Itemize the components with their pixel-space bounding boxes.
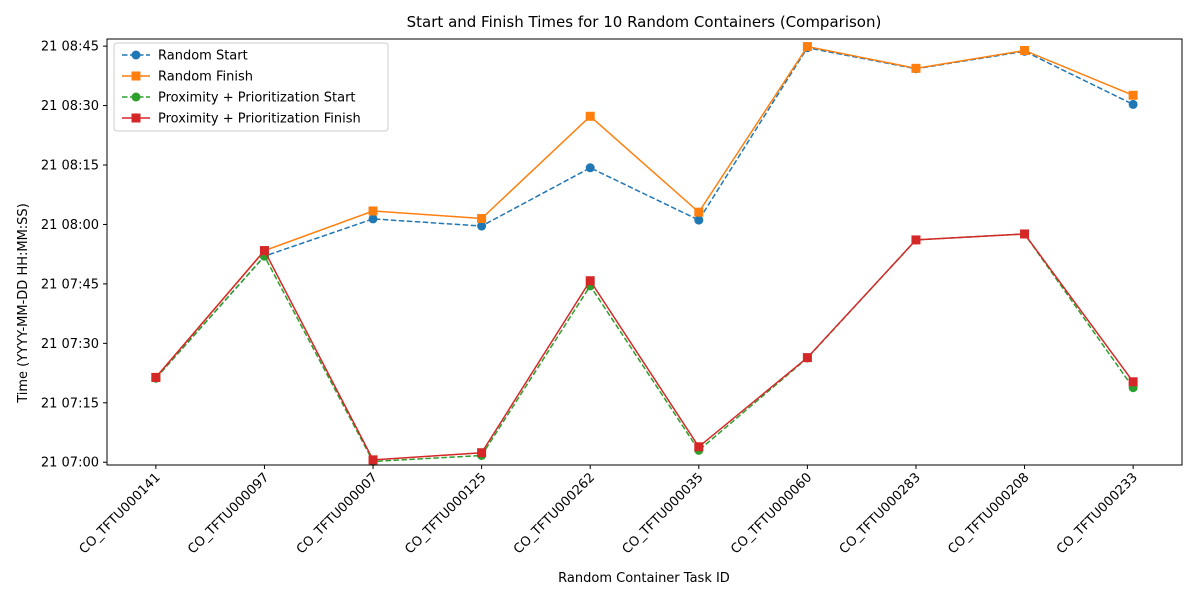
series-line bbox=[155, 45, 1134, 378]
data-point bbox=[1020, 229, 1030, 239]
data-point bbox=[911, 235, 921, 245]
data-point bbox=[802, 353, 812, 363]
series-proximity-prioritization-start bbox=[151, 229, 1138, 466]
y-axis-title: Time (YYYY-MM-DD HH:MM:SS) bbox=[16, 203, 31, 404]
series-line bbox=[155, 233, 1134, 463]
data-point bbox=[368, 214, 378, 224]
x-tick-label: CO_TFTU000035 bbox=[620, 470, 707, 557]
y-tick-label: 21 08:00 bbox=[41, 218, 99, 233]
plot-frame bbox=[106, 38, 1183, 466]
x-axis-ticks: CO_TFTU000141 CO_TFTU000097 CO_TFTU000007 C… bbox=[77, 465, 1141, 557]
plot-area bbox=[151, 42, 1138, 466]
legend-label: Proximity + Prioritization Finish bbox=[158, 112, 361, 127]
series-line bbox=[155, 233, 1134, 461]
data-point bbox=[151, 372, 161, 382]
data-point bbox=[1128, 377, 1138, 387]
data-point bbox=[477, 448, 487, 458]
data-point bbox=[911, 63, 921, 73]
series-proximity-prioritization-finish bbox=[151, 229, 1138, 465]
legend-marker bbox=[131, 92, 141, 102]
legend-marker bbox=[131, 50, 141, 60]
x-tick-label: CO_TFTU000262 bbox=[511, 470, 598, 557]
x-tick-label: CO_TFTU000208 bbox=[945, 470, 1032, 557]
y-tick-label: 21 07:00 bbox=[41, 456, 99, 471]
data-point bbox=[694, 215, 704, 225]
legend: Random Start Random Finish Proximity + Pri… bbox=[113, 42, 389, 132]
y-tick-label: 21 08:30 bbox=[41, 99, 99, 114]
legend-marker bbox=[131, 71, 141, 81]
x-tick-label: CO_TFTU000097 bbox=[185, 470, 272, 557]
data-point bbox=[694, 442, 704, 452]
x-tick-label: CO_TFTU000141 bbox=[77, 470, 164, 557]
y-tick-label: 21 08:45 bbox=[41, 40, 99, 55]
x-tick-label: CO_TFTU000283 bbox=[837, 470, 924, 557]
data-point bbox=[259, 246, 269, 256]
x-tick-label: CO_TFTU000125 bbox=[402, 470, 489, 557]
data-point bbox=[694, 207, 704, 217]
data-point bbox=[585, 163, 595, 173]
chart-title: Start and Finish Times for 10 Random Con… bbox=[407, 13, 882, 31]
legend-label: Random Finish bbox=[158, 70, 253, 85]
x-tick-label: CO_TFTU000007 bbox=[294, 470, 381, 557]
x-tick-label: CO_TFTU000233 bbox=[1054, 470, 1141, 557]
data-point bbox=[585, 276, 595, 286]
x-tick-label: CO_TFTU000060 bbox=[728, 470, 815, 557]
data-point bbox=[585, 111, 595, 121]
data-point bbox=[1020, 45, 1030, 55]
legend-label: Proximity + Prioritization Start bbox=[158, 91, 356, 106]
y-tick-label: 21 07:15 bbox=[41, 396, 99, 411]
x-axis-title: Random Container Task ID bbox=[558, 571, 730, 586]
legend-box bbox=[113, 42, 389, 132]
data-point bbox=[368, 206, 378, 216]
y-tick-label: 21 07:30 bbox=[41, 337, 99, 352]
data-point bbox=[368, 455, 378, 465]
data-point bbox=[1128, 90, 1138, 100]
y-tick-label: 21 07:45 bbox=[41, 277, 99, 292]
legend-marker bbox=[131, 113, 141, 123]
y-tick-label: 21 08:15 bbox=[41, 159, 99, 174]
data-point bbox=[477, 214, 487, 224]
y-axis-ticks: 21 07:00 21 07:15 21 07:30 21 07:45 21 08:00… bbox=[41, 40, 107, 471]
data-point bbox=[1128, 99, 1138, 109]
legend-label: Random Start bbox=[158, 49, 248, 64]
data-point bbox=[802, 42, 812, 52]
data-point bbox=[477, 221, 487, 231]
